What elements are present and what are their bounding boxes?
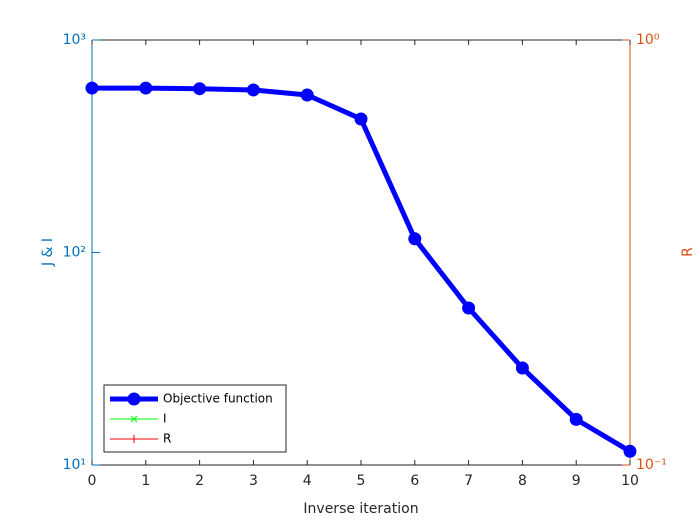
marker: [623, 444, 637, 458]
legend-marker: [130, 435, 138, 443]
y-tick-label: 10³: [63, 32, 86, 48]
marker: [515, 361, 529, 375]
y2-axis-label: R: [680, 247, 696, 257]
x-tick-label: 7: [464, 473, 473, 489]
x-tick-label: 9: [572, 473, 581, 489]
y-tick-label: 10¹: [63, 457, 86, 473]
y2-tick-label: 10⁻¹: [636, 457, 667, 473]
legend-label: I: [163, 412, 167, 426]
legend-label: R: [163, 432, 171, 446]
marker: [193, 82, 207, 96]
y-tick-label: 10²: [63, 245, 86, 261]
x-tick-label: 8: [518, 473, 527, 489]
legend: Objective function IR: [103, 384, 287, 453]
x-tick-label: 10: [621, 473, 639, 489]
marker: [408, 232, 422, 246]
y-axis-label: J & I: [40, 238, 56, 267]
x-tick-label: 1: [141, 473, 150, 489]
legend-marker: [130, 415, 138, 423]
x-tick-label: 6: [410, 473, 419, 489]
x-tick-label: 5: [357, 473, 366, 489]
x-tick-label: 0: [88, 473, 97, 489]
marker: [85, 81, 99, 95]
y2-tick-label: 10⁰: [636, 32, 660, 48]
marker: [139, 81, 153, 95]
x-axis-label: Inverse iteration: [303, 501, 418, 517]
legend-label: Objective function: [163, 392, 273, 406]
x-tick-label: 2: [195, 473, 204, 489]
marker: [569, 412, 583, 426]
marker: [354, 112, 368, 126]
legend-marker: [127, 392, 141, 406]
x-tick-label: 3: [249, 473, 258, 489]
marker: [300, 88, 314, 102]
marker: [462, 301, 476, 315]
x-tick-label: 4: [303, 473, 312, 489]
marker: [246, 83, 260, 97]
